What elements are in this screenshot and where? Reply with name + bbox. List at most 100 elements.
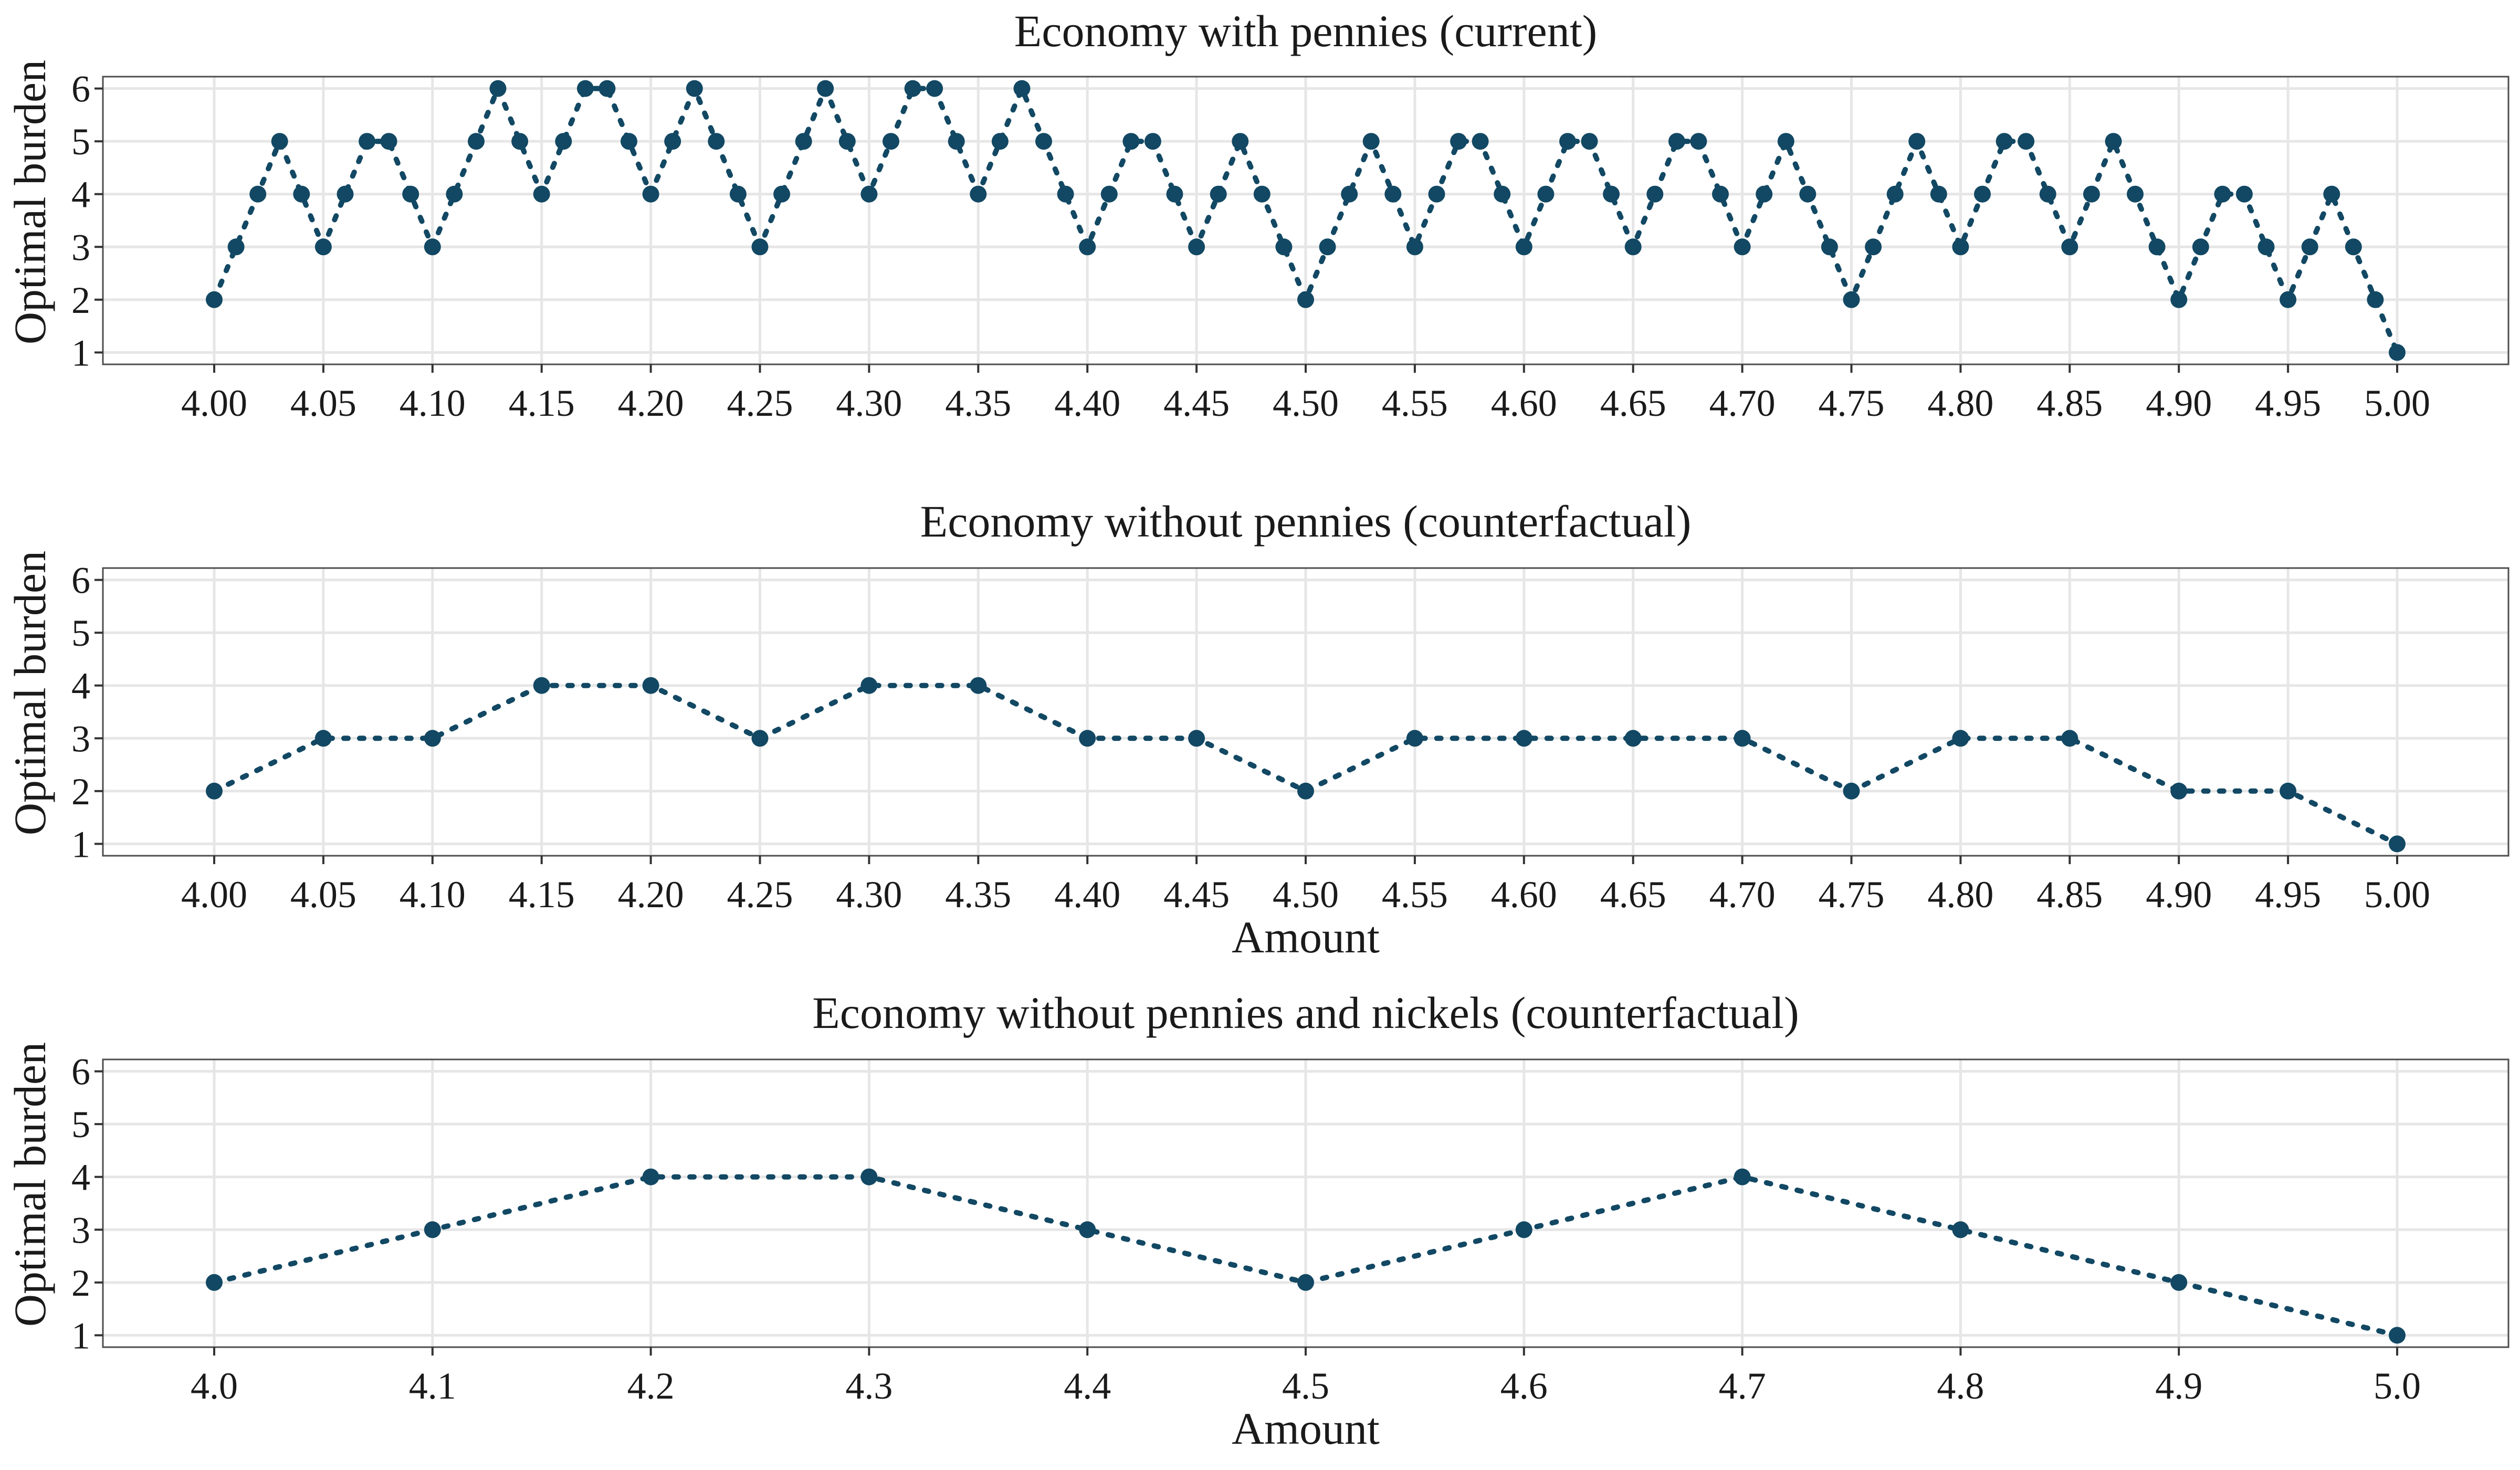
data-point [1188, 730, 1205, 747]
y-axis-label-2: Optimal burden [5, 551, 55, 835]
data-point [1756, 185, 1773, 203]
data-point [2280, 291, 2297, 308]
x-tick-label: 4.1 [409, 1365, 456, 1407]
y-tick-label: 4 [71, 1157, 90, 1199]
x-tick-label: 5.00 [2364, 874, 2430, 916]
x-tick-label: 4.5 [1282, 1365, 1329, 1407]
data-point [1886, 185, 1904, 203]
data-point [1734, 238, 1751, 256]
data-point [2301, 238, 2318, 256]
x-tick-label: 4.2 [627, 1365, 675, 1407]
x-tick-label: 5.0 [2374, 1365, 2421, 1407]
data-point [446, 185, 463, 203]
x-tick-label: 4.15 [509, 874, 575, 916]
data-point [380, 133, 397, 150]
data-point [2389, 835, 2406, 853]
y-tick-label: 1 [71, 823, 90, 865]
data-point [1297, 782, 1314, 800]
y-tick-label: 6 [71, 560, 90, 602]
data-point [1843, 782, 1860, 800]
data-point [1494, 185, 1511, 203]
x-tick-label: 4.80 [1927, 382, 1993, 424]
x-tick-label: 4.75 [1819, 382, 1885, 424]
data-point [1624, 730, 1642, 747]
data-point [708, 133, 725, 150]
x-tick-label: 4.85 [2036, 382, 2103, 424]
data-point [860, 1168, 878, 1185]
data-point [2367, 291, 2384, 308]
data-point [424, 238, 441, 256]
chart-panel-2: Economy without pennies (counterfactual)… [5, 496, 2510, 962]
data-point [533, 185, 550, 203]
x-tick-label: 4.3 [845, 1365, 892, 1407]
x-tick-label: 4.50 [1273, 382, 1339, 424]
data-point [1712, 185, 1729, 203]
x-tick-label: 4.7 [1719, 1365, 1766, 1407]
data-point [860, 677, 878, 694]
grid-1 [103, 77, 2508, 364]
x-tick-label: 4.8 [1937, 1365, 1984, 1407]
data-point [729, 185, 747, 203]
data-point [795, 133, 812, 150]
axes-1: 4.00 4.05 4.10 4.15 4.20 4.25 4.30 4.35 4.40 4.45… [71, 68, 2430, 424]
data-point [293, 185, 310, 203]
x-tick-label: 4.05 [290, 874, 356, 916]
y-axis-label-3: Optimal burden [5, 1042, 55, 1327]
data-point [686, 80, 703, 97]
data-point [1996, 133, 2013, 150]
data-point [1952, 730, 1969, 747]
data-point [751, 238, 769, 256]
y-tick-label: 5 [71, 121, 90, 163]
grid-2 [103, 568, 2508, 856]
data-point [751, 730, 769, 747]
data-point [1341, 185, 1358, 203]
data-point [621, 133, 637, 150]
data-point [2280, 782, 2297, 800]
data-point [1734, 1168, 1751, 1185]
data-point [1297, 291, 1314, 308]
x-tick-label: 4.65 [1600, 874, 1666, 916]
x-tick-label: 4.55 [1382, 874, 1448, 916]
data-point [249, 185, 267, 203]
data-point [1406, 238, 1423, 256]
x-tick-label: 4.40 [1054, 382, 1120, 424]
data-point [970, 185, 987, 203]
x-tick-label: 4.20 [618, 874, 684, 916]
x-tick-label: 4.4 [1064, 1365, 1111, 1407]
chart-title-3: Economy without pennies and nickels (cou… [812, 988, 1799, 1038]
data-point [206, 782, 223, 800]
data-point [2170, 782, 2188, 800]
x-tick-label: 4.45 [1163, 382, 1230, 424]
data-point [468, 133, 485, 150]
data-point [2018, 133, 2035, 150]
data-point [2235, 185, 2253, 203]
data-point [1603, 185, 1620, 203]
data-point [2258, 238, 2275, 256]
x-tick-label: 4.50 [1273, 874, 1339, 916]
data-point [598, 80, 616, 97]
data-point [1930, 185, 1947, 203]
data-point [424, 1221, 441, 1238]
data-point [2083, 185, 2100, 203]
data-point [1057, 185, 1074, 203]
x-tick-label: 4.95 [2255, 382, 2321, 424]
data-point [642, 185, 659, 203]
data-point [1275, 238, 1293, 256]
data-point [533, 677, 550, 694]
data-point [402, 185, 419, 203]
axes-2: 4.00 4.05 4.10 4.15 4.20 4.25 4.30 4.35 4.40 4.45… [71, 560, 2430, 916]
x-tick-label: 4.55 [1382, 382, 1448, 424]
series-3 [206, 1168, 2406, 1344]
data-point [860, 185, 878, 203]
x-tick-label: 5.00 [2364, 382, 2430, 424]
x-tick-label: 4.40 [1054, 874, 1120, 916]
x-tick-label: 4.70 [1709, 382, 1776, 424]
data-point [2170, 1274, 2188, 1291]
data-point [970, 677, 987, 694]
data-point [1362, 133, 1380, 150]
x-tick-label: 4.35 [945, 874, 1011, 916]
y-tick-label: 1 [71, 332, 90, 374]
y-tick-label: 3 [71, 1209, 90, 1251]
data-point [664, 133, 681, 150]
